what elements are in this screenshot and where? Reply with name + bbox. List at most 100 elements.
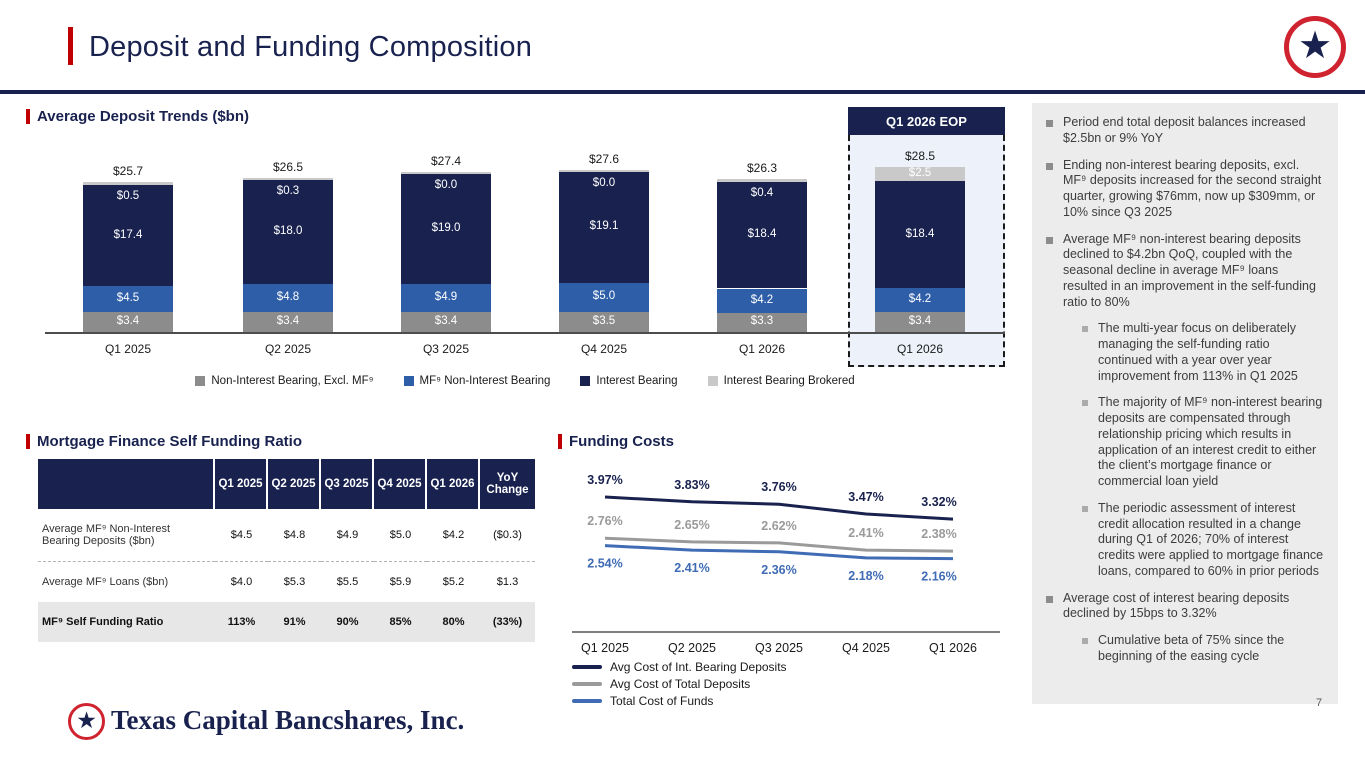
- bar-segment: [83, 312, 173, 332]
- sub-bullet-item: The multi-year focus on deliberately man…: [1044, 321, 1326, 384]
- section-accent-bar: [26, 109, 30, 124]
- table-column-header: Q1 2026: [427, 459, 480, 509]
- axis-category-label: Q1 2026: [738, 342, 786, 356]
- bar-segment: [401, 171, 491, 174]
- bar-value-label: $0.3: [276, 185, 300, 198]
- star-icon: ★: [1297, 24, 1333, 67]
- table-column-header: YoY Change: [480, 459, 535, 509]
- table-cell: $4.5: [215, 509, 268, 562]
- data-point-label: 2.41%: [848, 526, 883, 540]
- table-body: Average MF⁹ Non-Interest Bearing Deposit…: [38, 509, 535, 642]
- table-cell: $4.2: [427, 509, 480, 562]
- table-cell: 85%: [374, 602, 427, 642]
- table-cell: 80%: [427, 602, 480, 642]
- data-point-label: 2.54%: [587, 557, 622, 571]
- table-row-label: Average MF⁹ Loans ($bn): [42, 576, 169, 588]
- company-name: Texas Capital Bancshares, Inc.: [111, 705, 465, 735]
- legend-item: Interest Bearing: [580, 375, 678, 387]
- sub-bullet-item: The periodic assessment of interest cred…: [1044, 501, 1326, 580]
- page-title: Deposit and Funding Composition: [89, 31, 533, 63]
- bar-segment: [717, 288, 807, 313]
- legend-item: Avg Cost of Total Deposits: [572, 676, 787, 691]
- data-point-label: 3.76%: [761, 480, 796, 494]
- table-column-header: Q4 2025: [374, 459, 427, 509]
- bullet-item: Average MF⁹ non-interest bearing deposit…: [1044, 232, 1326, 311]
- bar-segment: [559, 171, 649, 283]
- table-cell: $4.9: [321, 509, 374, 562]
- table-cell: 91%: [268, 602, 321, 642]
- legend-swatch: [707, 376, 718, 386]
- legend-item: MF⁹ Non-Interest Bearing: [403, 375, 550, 387]
- bar-value-label: $19.1: [589, 220, 619, 233]
- data-point-label: 2.62%: [761, 519, 796, 533]
- table-cell: 113%: [215, 602, 268, 642]
- bar-value-label: $18.0: [273, 225, 303, 238]
- data-point-label: 2.41%: [674, 561, 709, 575]
- deposit-section-header: Average Deposit Trends ($bn): [26, 108, 249, 125]
- bar-segment: [875, 181, 965, 288]
- bar-value-label: $5.0: [592, 290, 616, 303]
- legend-label: Avg Cost of Int. Bearing Deposits: [610, 659, 787, 674]
- table-cell: $5.5: [336, 576, 359, 588]
- table-column-header: Q1 2025: [215, 459, 268, 509]
- bullet-text: Ending non-interest bearing deposits, ex…: [1063, 157, 1322, 219]
- eop-header-badge: Q1 2026 EOP: [848, 107, 1005, 135]
- data-point-label: 2.18%: [848, 569, 883, 583]
- table-section-header: Mortgage Finance Self Funding Ratio: [26, 433, 302, 450]
- table-cell: ($0.3): [480, 509, 535, 562]
- table-cell: $5.0: [374, 509, 427, 562]
- sub-bullet-item: Cumulative beta of 75% since the beginni…: [1044, 633, 1326, 665]
- axis-category-label: Q4 2025: [842, 641, 890, 655]
- deposit-section-title: Average Deposit Trends ($bn): [37, 108, 249, 125]
- bar-segment: [559, 311, 649, 332]
- bar-total-label: $26.3: [746, 161, 778, 176]
- data-point-label: 2.16%: [921, 570, 956, 584]
- bullet-text: Cumulative beta of 75% since the beginni…: [1098, 633, 1285, 663]
- bullet-marker-icon: [1046, 162, 1053, 170]
- table-cell: $5.2: [442, 576, 465, 588]
- bar-total-label: $27.6: [588, 151, 620, 166]
- axis-category-label: Q1 2025: [581, 641, 629, 655]
- bar-total-label: $26.5: [272, 160, 304, 175]
- bar-value-label: $18.4: [905, 227, 935, 240]
- star-icon: ★: [76, 707, 97, 733]
- bar-segment: [243, 284, 333, 313]
- table-row: MF⁹ Self Funding Ratio 113% 91% 90% 85% 80% (3…: [38, 602, 535, 642]
- axis-category-label: Q2 2025: [668, 641, 716, 655]
- bar-value-label: $4.2: [750, 293, 774, 306]
- line-series: [604, 536, 954, 553]
- bar-value-label: $3.4: [434, 315, 458, 328]
- bar-value-label: $3.4: [276, 315, 300, 328]
- bullet-text: The majority of MF⁹ non-interest bearing…: [1098, 395, 1323, 488]
- bullet-text: The multi-year focus on deliberately man…: [1098, 321, 1298, 383]
- bullet-item: Period end total deposit balances increa…: [1044, 115, 1326, 147]
- table-column-header: Q2 2025: [268, 459, 321, 509]
- self-funding-ratio-table: Q1 2025 Q2 2025 Q3 2025 Q4 2025 Q1 2026 YoY C…: [38, 459, 535, 642]
- table-row-label: Average MF⁹ Non-Interest Bearing Deposit…: [38, 509, 215, 562]
- company-logo-icon: ★: [1284, 16, 1346, 78]
- section-accent-bar: [26, 434, 30, 449]
- bar-value-label: $4.5: [116, 292, 140, 305]
- bar-segment: [875, 166, 965, 182]
- axis-category-label: Q1 2026: [929, 641, 977, 655]
- axis-category-label: Q2 2025: [264, 342, 312, 356]
- bar-value-label: $3.4: [908, 315, 932, 328]
- bar-segment: [83, 286, 173, 313]
- funding-costs-title: Funding Costs: [569, 433, 674, 450]
- bullet-marker-icon: [1082, 505, 1088, 512]
- legend-swatch: [572, 681, 602, 686]
- bar-segment: [83, 182, 173, 186]
- axis-category-label: Q3 2025: [755, 641, 803, 655]
- bullet-marker-icon: [1082, 400, 1088, 407]
- legend-swatch: [403, 376, 414, 386]
- header-divider: [0, 90, 1365, 94]
- legend-label: Interest Bearing Brokered: [723, 375, 855, 387]
- data-point-label: 3.47%: [848, 490, 883, 504]
- bullet-text: Average cost of interest bearing deposit…: [1063, 590, 1290, 621]
- data-point-label: 3.83%: [674, 478, 709, 492]
- table-row: Average MF⁹ Loans ($bn) $4.0 $5.3 $5.5 $5.9 $…: [38, 562, 535, 602]
- legend-item: Total Cost of Funds: [572, 693, 787, 708]
- bar-segment: [875, 287, 965, 313]
- legend-swatch: [195, 376, 206, 386]
